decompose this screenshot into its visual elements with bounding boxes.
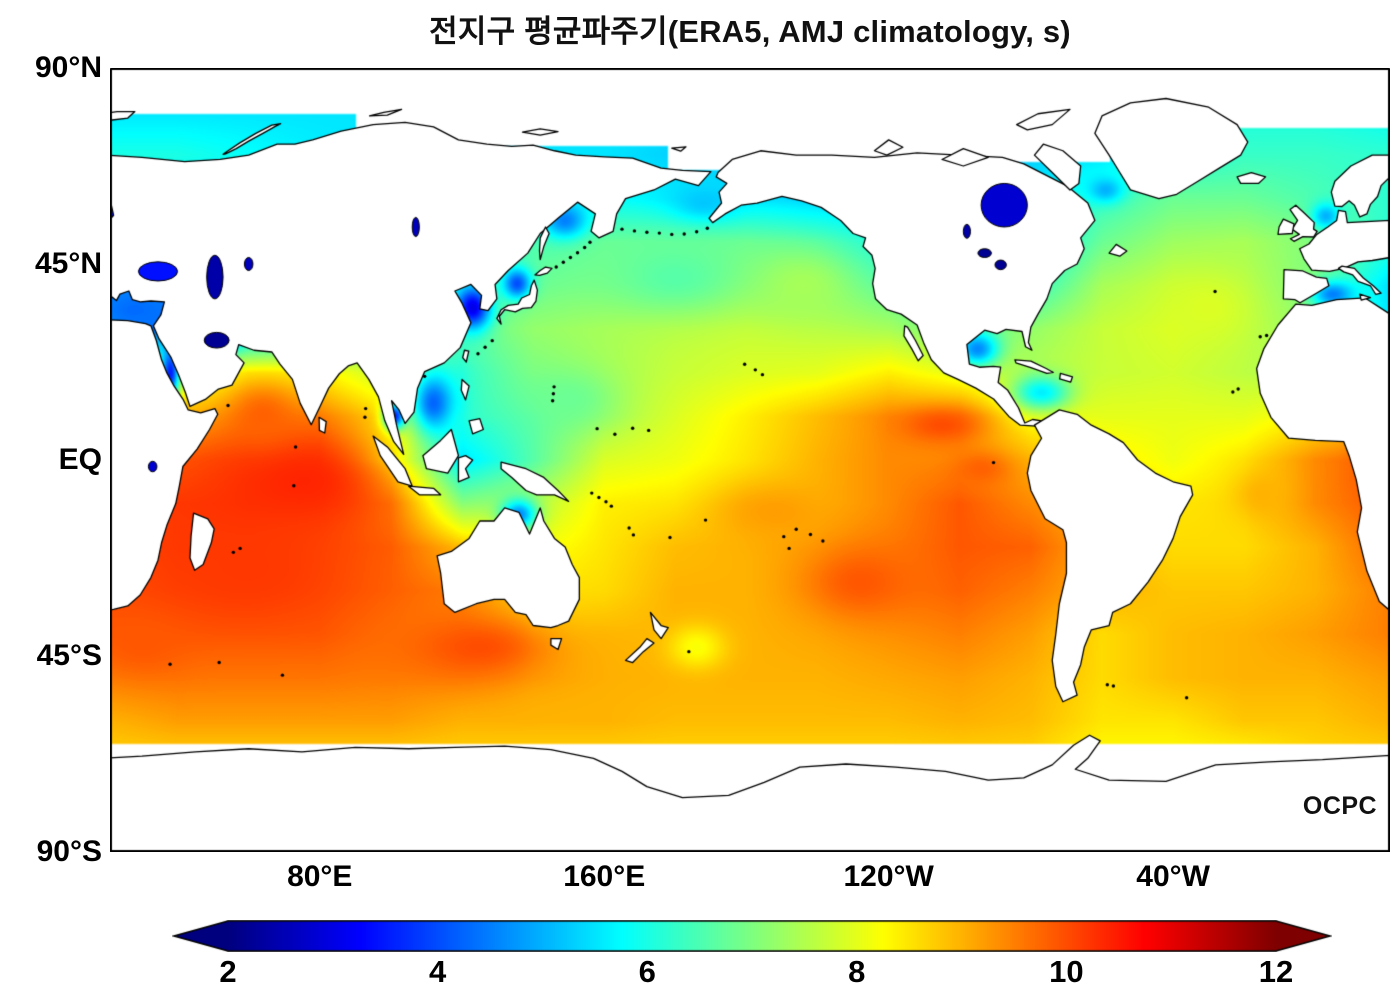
x-tick-label: 160°E <box>563 860 646 893</box>
colorbar-tick-label: 8 <box>848 954 866 989</box>
colorbar-tick-label: 12 <box>1258 954 1294 989</box>
x-tick-label: 40°W <box>1136 860 1210 893</box>
y-tick-label: 90°N <box>34 51 102 84</box>
colorbar-tick-label: 4 <box>428 954 447 989</box>
colorbar-tick-label: 10 <box>1049 954 1084 989</box>
x-tick-label: 80°E <box>287 860 353 893</box>
y-tick-label: EQ <box>58 443 102 476</box>
colorbar-tick-label: 6 <box>638 954 656 989</box>
x-tick-label: 120°W <box>843 860 934 893</box>
colorbar-tick-label: 2 <box>219 954 237 989</box>
ocpc-logo: OCPC <box>1302 792 1378 820</box>
colorbar <box>172 920 1332 952</box>
y-tick-label: 45°S <box>36 639 102 672</box>
y-tick-label: 45°N <box>34 247 102 280</box>
y-tick-label: 90°S <box>36 835 102 868</box>
world-wave-period-map <box>110 68 1390 852</box>
chart-title: 전지구 평균파주기(ERA5, AMJ climatology, s) <box>429 14 1071 49</box>
